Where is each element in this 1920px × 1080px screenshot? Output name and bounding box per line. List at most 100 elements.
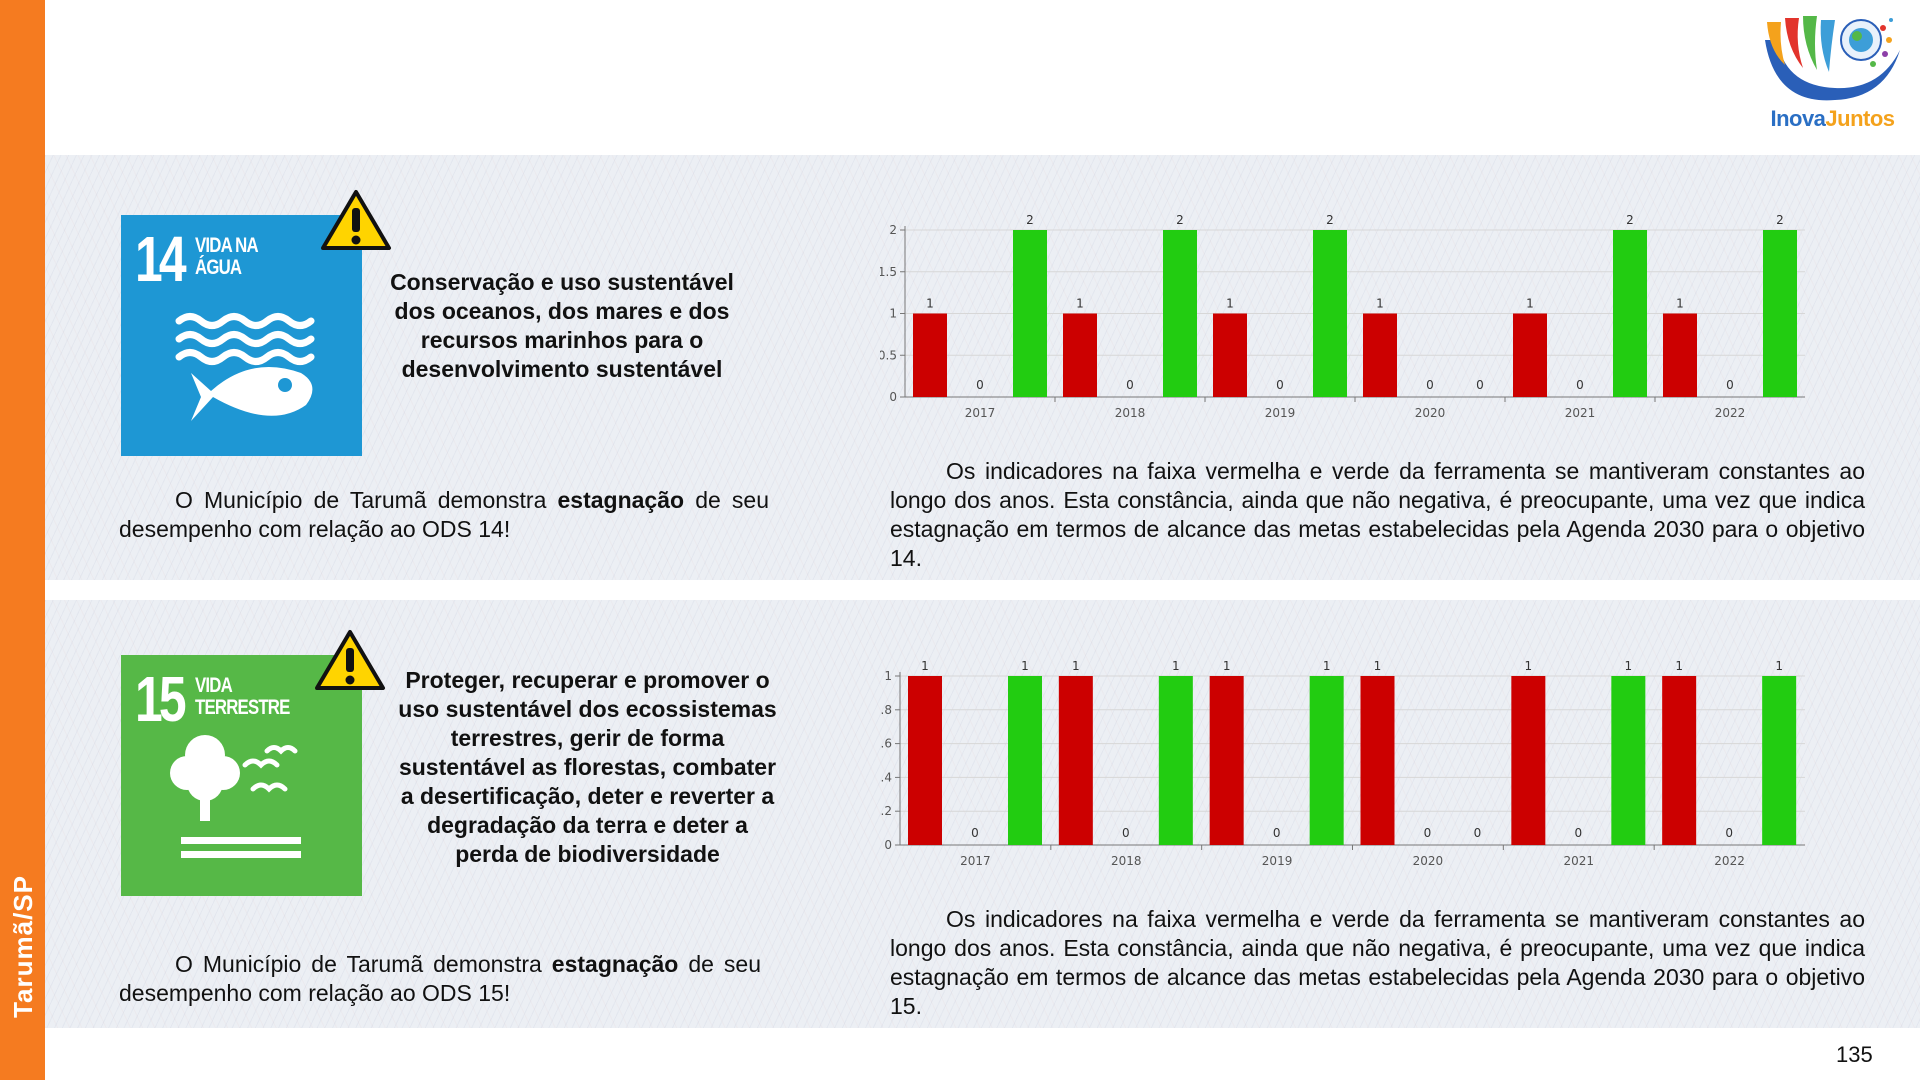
bar-data-label: 1 <box>1625 659 1633 673</box>
y-tick-label: 0 <box>889 390 897 404</box>
bar-data-label: 1 <box>1323 659 1331 673</box>
bar-data-label: 2 <box>1326 213 1334 227</box>
ods14-badge: 14 VIDA NA ÁGUA <box>121 215 362 456</box>
x-tick-label: 2018 <box>1111 854 1142 868</box>
warning-icon <box>315 630 385 690</box>
ods15-analysis: Os indicadores na faixa vermelha e verde… <box>890 906 1865 1019</box>
chart-bar <box>1313 230 1347 397</box>
bar-data-label: 0 <box>1575 826 1583 840</box>
ods15-desc-bold: estagnação <box>551 951 679 977</box>
bar-data-label: 0 <box>1576 378 1584 392</box>
bar-data-label: 1 <box>1376 297 1384 311</box>
chart-bar <box>908 676 942 845</box>
warning-icon <box>321 190 391 250</box>
chart-bar <box>1513 313 1547 397</box>
x-tick-label: 2018 <box>1115 406 1146 420</box>
bar-data-label: 1 <box>1676 297 1684 311</box>
bar-data-label: 1 <box>1172 659 1180 673</box>
x-tick-label: 2021 <box>1565 406 1596 420</box>
y-tick-label: 0.8 <box>880 703 892 717</box>
bar-data-label: 0 <box>976 378 984 392</box>
bar-data-label: 2 <box>1776 213 1784 227</box>
bar-data-label: 0 <box>1476 378 1484 392</box>
ods15-title: Proteger, recuperar e promover o uso sus… <box>398 667 777 867</box>
bar-data-label: 1 <box>921 659 929 673</box>
ods15-label-line2: TERRESTRE <box>195 696 290 719</box>
chart-bar <box>1762 676 1797 845</box>
bar-data-label: 0 <box>1273 826 1281 840</box>
x-tick-label: 2019 <box>1265 406 1296 420</box>
chart-bar <box>1063 313 1097 397</box>
bar-data-label: 2 <box>1026 213 1034 227</box>
chart-bar <box>1209 676 1244 845</box>
bar-data-label: 1 <box>1226 297 1234 311</box>
chart-bar <box>1158 676 1193 845</box>
bar-data-label: 0 <box>1426 378 1434 392</box>
bar-data-label: 1 <box>1072 659 1080 673</box>
chart-bar <box>1613 230 1647 397</box>
ods14-label: VIDA NA ÁGUA <box>195 235 259 279</box>
ods14-title: Conservação e uso sustentável dos oceano… <box>390 269 734 382</box>
chart-bar <box>1663 313 1697 397</box>
ods15-badge: 15 VIDA TERRESTRE <box>121 655 362 896</box>
y-tick-label: 0.5 <box>880 348 897 362</box>
bar-data-label: 0 <box>1725 826 1733 840</box>
tree-birds-icon <box>170 735 301 858</box>
logo-graphic-icon <box>1765 16 1900 101</box>
chart-bar <box>1213 313 1247 397</box>
chart-bar <box>913 313 947 397</box>
ods15-bar-chart: 0 0.2 0.4 0.6 0.8 1 2017 1 0 1 2018 1 0 1 2019 1 0 1 2020 1… <box>880 659 1805 868</box>
y-tick-label: 0.6 <box>880 737 892 751</box>
bar-data-label: 1 <box>1076 297 1084 311</box>
ods14-description: O Município de Tarumã demonstra estagnaç… <box>119 486 769 544</box>
ods14-desc-post: de seu desempenho com relação ao ODS 14! <box>119 487 769 542</box>
ods15-label: VIDA TERRESTRE <box>195 675 290 719</box>
chart-bar <box>1662 676 1697 845</box>
x-tick-label: 2020 <box>1413 854 1444 868</box>
ods15-label-line1: VIDA <box>195 674 233 697</box>
x-tick-label: 2021 <box>1563 854 1594 868</box>
ods14-analysis: Os indicadores na faixa vermelha e verde… <box>890 458 1865 571</box>
y-tick-label: 0.2 <box>880 804 892 818</box>
chart-bar <box>1360 676 1395 845</box>
bar-data-label: 0 <box>1474 826 1482 840</box>
page-number: 135 <box>1836 1042 1873 1067</box>
bar-data-label: 0 <box>1276 378 1284 392</box>
x-tick-label: 2017 <box>960 854 991 868</box>
bar-data-label: 0 <box>1122 826 1130 840</box>
y-tick-label: 2 <box>889 223 897 237</box>
ods14-desc-bold: estagnação <box>557 487 685 513</box>
bar-data-label: 1 <box>1775 659 1783 673</box>
bar-data-label: 0 <box>1424 826 1432 840</box>
ods15-number: 15 <box>135 663 187 735</box>
chart-bar <box>1763 230 1797 397</box>
y-tick-label: 1 <box>884 669 892 683</box>
x-tick-label: 2017 <box>965 406 996 420</box>
fish-waves-icon <box>175 313 315 421</box>
ods14-desc-pre: O Município de Tarumã demonstra <box>175 487 558 513</box>
x-tick-label: 2022 <box>1715 406 1746 420</box>
chart-bar <box>1363 313 1397 397</box>
x-tick-label: 2022 <box>1714 854 1745 868</box>
ods14-bar-chart: 0 0.5 1 1.5 2 2017 1 0 2 2018 1 0 2 2019 1 0 2 2020 1 0 0 202… <box>880 213 1805 420</box>
ods15-description: O Município de Tarumã demonstra estagnaç… <box>119 950 761 1008</box>
y-tick-label: 0 <box>884 838 892 852</box>
sidebar: Tarumã/SP <box>0 0 45 1080</box>
bar-data-label: 1 <box>1374 659 1382 673</box>
x-tick-label: 2019 <box>1262 854 1293 868</box>
logo-word-inova: Inova <box>1770 106 1826 131</box>
chart-bar <box>1163 230 1197 397</box>
y-tick-label: 1 <box>889 307 897 321</box>
ods14-label-line2: ÁGUA <box>195 256 242 279</box>
chart-bar <box>1309 676 1344 845</box>
chart-bar <box>1611 676 1646 845</box>
bar-data-label: 1 <box>926 297 934 311</box>
bar-data-label: 0 <box>971 826 979 840</box>
bar-data-label: 1 <box>1525 659 1533 673</box>
x-tick-label: 2020 <box>1415 406 1446 420</box>
y-tick-label: 1.5 <box>880 265 897 279</box>
chart-bar <box>1008 676 1042 845</box>
bar-data-label: 1 <box>1223 659 1231 673</box>
sidebar-municipality-label: Tarumã/SP <box>8 875 38 1018</box>
bar-data-label: 1 <box>1526 297 1534 311</box>
